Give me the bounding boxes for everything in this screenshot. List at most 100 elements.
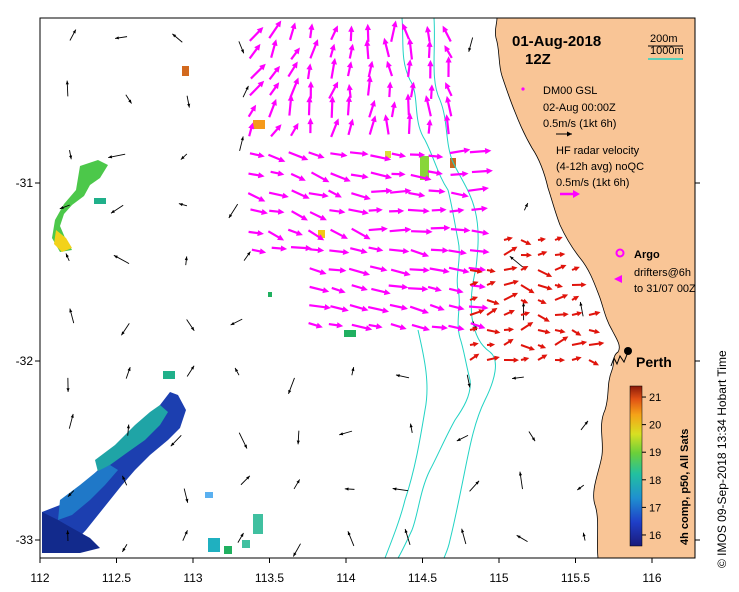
- hf-vector-head: [439, 188, 446, 195]
- hf-vector: [307, 229, 321, 239]
- y-axis: -31 -32 -33: [16, 176, 700, 547]
- x-tick-label: 113.5: [255, 571, 284, 585]
- hf-vector: [448, 249, 463, 254]
- current-vector-head: [528, 288, 535, 294]
- hf-vector-head: [404, 226, 412, 233]
- current-vector-head: [544, 329, 551, 335]
- hf-vector: [346, 100, 351, 116]
- x-tick-label: 114.5: [408, 571, 437, 585]
- current-vector-head: [594, 310, 601, 316]
- hf-vector-head: [482, 248, 490, 255]
- hf-vector: [349, 304, 365, 311]
- hf-vector: [407, 63, 411, 78]
- model-vector-head: [404, 529, 408, 533]
- model-legend-time: 02-Aug 00:00Z: [543, 102, 616, 114]
- model-vector-head: [461, 528, 465, 533]
- current-vector: [520, 323, 531, 331]
- hf-vector-head: [273, 82, 280, 90]
- hf-vector: [390, 25, 396, 42]
- current-vector-head: [540, 237, 546, 243]
- hf-vector: [250, 208, 264, 214]
- model-vector-head: [347, 531, 351, 536]
- hf-vector: [370, 154, 387, 160]
- hf-vector-head: [307, 117, 314, 125]
- model-legend: DM00 GSL 02-Aug 00:00Z 0.5m/s (1kt 6h): [521, 85, 616, 137]
- colorbar-tick-label: 18: [649, 475, 661, 487]
- hf-vector-head: [382, 37, 389, 45]
- current-vector-head: [527, 321, 534, 328]
- hf-vector-head: [460, 249, 467, 256]
- current-vector-head: [522, 265, 529, 271]
- hf-vector: [309, 285, 325, 292]
- hf-vector-head: [463, 147, 471, 154]
- hf-vector: [448, 266, 465, 273]
- hf-vector-head: [346, 61, 353, 69]
- current-vector-head: [472, 341, 479, 347]
- hf-vector: [309, 267, 323, 274]
- hf-vector: [407, 117, 411, 135]
- model-vector-head: [172, 33, 177, 38]
- hf-vector: [268, 103, 276, 118]
- hf-vector-head: [423, 207, 430, 214]
- hf-vector-head: [257, 80, 265, 88]
- hf-vector-head: [329, 95, 336, 103]
- hf-vector: [330, 62, 336, 79]
- hf-vector: [370, 171, 388, 178]
- model-vector-head: [128, 99, 132, 104]
- hf-vector: [349, 151, 365, 155]
- model-vector-head: [113, 255, 118, 259]
- model-vectors: [59, 29, 589, 557]
- hf-vector-head: [382, 307, 390, 314]
- hf-radar-vectors: [247, 20, 493, 332]
- current-vector: [486, 299, 497, 304]
- hf-vector-head: [259, 248, 267, 255]
- hf-vector: [430, 248, 445, 252]
- current-vector-head: [560, 264, 567, 270]
- hf-vector-head: [361, 305, 369, 312]
- hf-vector: [402, 26, 410, 40]
- hf-vector-head: [254, 43, 261, 51]
- contour-200m-b: [384, 329, 428, 559]
- current-vector-head: [598, 341, 605, 347]
- model-vector-head: [187, 103, 191, 108]
- model-vector-head: [467, 383, 471, 388]
- hf-vector: [469, 249, 485, 253]
- hf-vector-head: [478, 323, 486, 330]
- current-vector-head: [575, 356, 582, 362]
- hf-vector-head: [308, 23, 315, 31]
- hf-vector-head: [368, 60, 374, 68]
- hf-vector-head: [385, 173, 393, 180]
- hf-vector-head: [445, 95, 452, 103]
- colorbar-tick-label: 21: [649, 392, 661, 404]
- hf-vector-head: [319, 269, 327, 275]
- hf-vector: [407, 98, 410, 116]
- hf-vector-head: [482, 229, 490, 236]
- model-vector-head: [121, 331, 125, 336]
- current-vector-head: [489, 281, 496, 286]
- hf-vector: [308, 151, 321, 158]
- hf-vector: [371, 287, 387, 294]
- model-vector-head: [509, 256, 514, 260]
- hf-vector-head: [482, 304, 489, 311]
- current-vector-head: [573, 266, 580, 272]
- current-vector: [486, 329, 497, 333]
- sst-patch-west-small: [94, 198, 106, 204]
- hf-vector-head: [418, 151, 426, 158]
- model-vector-head: [409, 423, 413, 428]
- model-vector-head: [69, 308, 73, 313]
- model-vector-head: [293, 552, 297, 557]
- current-vector: [588, 342, 600, 346]
- hf-vector: [390, 268, 407, 275]
- hf-vector-head: [425, 25, 432, 33]
- current-vector-head: [472, 296, 479, 302]
- hf-vector: [366, 44, 370, 60]
- hf-vector-head: [441, 324, 448, 331]
- hf-vector: [451, 191, 465, 197]
- hf-vector-head: [386, 81, 393, 89]
- hf-vector: [385, 119, 390, 135]
- hf-vector-head: [340, 151, 348, 158]
- hf-vector: [450, 228, 466, 232]
- current-vector-head: [494, 329, 501, 335]
- sst-patch-b: [253, 120, 265, 129]
- hf-vector-head: [277, 208, 285, 215]
